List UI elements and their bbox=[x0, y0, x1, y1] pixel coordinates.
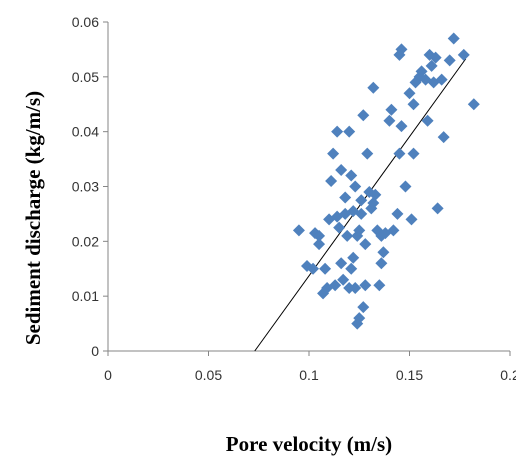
data-point bbox=[343, 281, 356, 294]
data-point bbox=[387, 224, 400, 237]
data-point bbox=[313, 229, 326, 242]
data-point bbox=[307, 262, 320, 275]
data-point bbox=[337, 273, 350, 286]
data-point bbox=[343, 125, 356, 138]
data-point bbox=[421, 114, 434, 127]
data-point bbox=[375, 257, 388, 270]
data-point bbox=[443, 54, 456, 67]
data-point bbox=[331, 125, 344, 138]
y-axis-title: Sediment discharge (kg/m/s) bbox=[21, 91, 45, 345]
data-point bbox=[429, 51, 442, 64]
plot-area: 0 0.01 0.02 0.03 0.04 0.05 0.06 0 0.05 0.1 0.15 0.… bbox=[72, 14, 516, 383]
data-point bbox=[367, 196, 380, 209]
data-point bbox=[367, 81, 380, 94]
data-point bbox=[395, 120, 408, 133]
data-point bbox=[457, 48, 470, 61]
data-point bbox=[415, 65, 428, 78]
y-tick-label: 0.02 bbox=[72, 233, 99, 249]
data-point bbox=[345, 169, 358, 182]
data-point bbox=[327, 147, 340, 160]
x-axis-title: Pore velocity (m/s) bbox=[226, 432, 392, 456]
data-point bbox=[359, 279, 372, 292]
data-point bbox=[319, 262, 332, 275]
x-tick-label: 0.1 bbox=[299, 367, 319, 383]
y-tick-label: 0.01 bbox=[72, 288, 99, 304]
data-point bbox=[335, 164, 348, 177]
data-point bbox=[385, 103, 398, 116]
data-point bbox=[383, 114, 396, 127]
data-point bbox=[403, 87, 416, 100]
data-point bbox=[349, 180, 362, 193]
data-point bbox=[313, 238, 326, 251]
data-point bbox=[347, 251, 360, 264]
data-point bbox=[467, 98, 480, 111]
data-point bbox=[361, 147, 374, 160]
data-point bbox=[329, 279, 342, 292]
data-point bbox=[391, 207, 404, 220]
data-point bbox=[395, 43, 408, 56]
y-axis-ticks: 0 0.01 0.02 0.03 0.04 0.05 0.06 bbox=[72, 14, 108, 359]
data-point bbox=[335, 257, 348, 270]
data-point bbox=[353, 224, 366, 237]
data-point bbox=[399, 180, 412, 193]
x-tick-label: 0.05 bbox=[195, 367, 222, 383]
data-point bbox=[359, 238, 372, 251]
y-tick-label: 0 bbox=[91, 343, 99, 359]
y-tick-label: 0.04 bbox=[72, 124, 99, 140]
data-point bbox=[355, 194, 368, 207]
data-point bbox=[353, 312, 366, 325]
data-point bbox=[393, 147, 406, 160]
data-point bbox=[373, 279, 386, 292]
data-point bbox=[435, 73, 448, 86]
x-axis-ticks: 0 0.05 0.1 0.15 0.2 bbox=[104, 351, 516, 383]
data-point bbox=[431, 202, 444, 215]
data-point bbox=[339, 191, 352, 204]
data-point bbox=[325, 175, 338, 188]
data-point bbox=[341, 229, 354, 242]
data-point bbox=[447, 32, 460, 45]
data-point bbox=[349, 281, 362, 294]
data-point bbox=[355, 207, 368, 220]
data-point bbox=[437, 131, 450, 144]
y-tick-label: 0.03 bbox=[72, 179, 99, 195]
x-tick-label: 0.2 bbox=[500, 367, 516, 383]
data-point bbox=[377, 246, 390, 259]
data-point bbox=[292, 224, 305, 237]
data-point bbox=[405, 213, 418, 226]
data-points bbox=[292, 32, 480, 330]
data-point bbox=[407, 98, 420, 111]
x-tick-label: 0 bbox=[104, 367, 112, 383]
data-point bbox=[357, 301, 370, 314]
data-point bbox=[369, 188, 382, 201]
data-point bbox=[345, 262, 358, 275]
y-tick-label: 0.05 bbox=[72, 69, 99, 85]
y-tick-label: 0.06 bbox=[72, 14, 99, 30]
data-point bbox=[357, 109, 370, 122]
data-point bbox=[425, 59, 438, 72]
data-point bbox=[333, 221, 346, 234]
data-point bbox=[407, 147, 420, 160]
x-tick-label: 0.15 bbox=[396, 367, 423, 383]
